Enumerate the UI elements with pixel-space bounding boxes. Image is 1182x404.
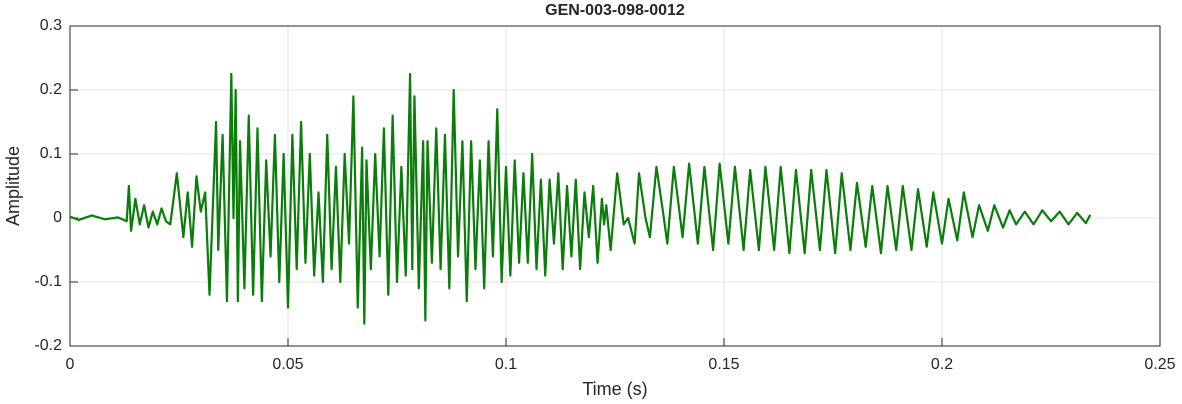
y-tick-label: 0.1 — [40, 145, 62, 162]
plot-frame — [69, 25, 1161, 347]
x-tick-label: 0.1 — [495, 356, 517, 373]
x-tick-label: 0.15 — [708, 356, 739, 373]
waveform-line — [69, 72, 1092, 325]
x-tick-label: 0 — [66, 356, 75, 373]
chart-title: GEN-003-098-0012 — [545, 2, 685, 19]
y-tick-label: 0.2 — [40, 81, 62, 98]
y-tick-label: -0.2 — [34, 337, 62, 354]
x-tick-label: 0.25 — [1144, 356, 1175, 373]
y-tick-label: 0.3 — [40, 17, 62, 34]
y-tick-label: 0 — [53, 209, 62, 226]
x-axis-label: Time (s) — [582, 379, 647, 399]
x-tick-label: 0.2 — [931, 356, 953, 373]
y-axis-label: Amplitude — [3, 146, 23, 226]
y-tick-label: -0.1 — [34, 273, 62, 290]
x-tick-label: 0.05 — [272, 356, 303, 373]
